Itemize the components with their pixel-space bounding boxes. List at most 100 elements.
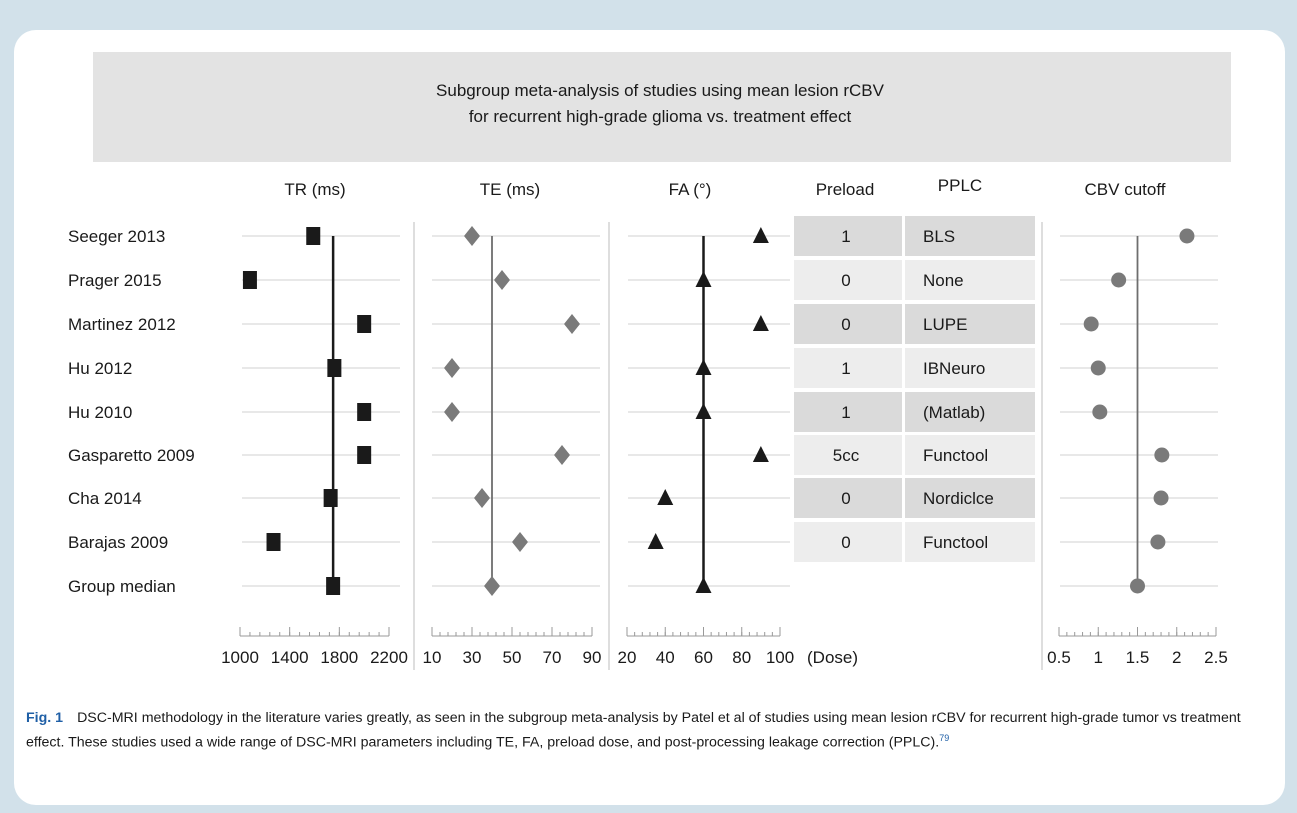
data-point-square <box>327 359 342 377</box>
preload-value: 0 <box>841 489 850 508</box>
data-point-triangle <box>695 271 712 287</box>
preload-value: 1 <box>841 227 850 246</box>
pplc-value: (Matlab) <box>923 403 985 422</box>
pplc-value: LUPE <box>923 315 967 334</box>
pplc-cell <box>905 216 1035 256</box>
data-point-square <box>242 271 257 289</box>
tick-label: 100 <box>766 648 794 667</box>
pplc-cell <box>905 304 1035 344</box>
study-label: Seeger 2013 <box>68 227 165 246</box>
title-box <box>93 52 1231 162</box>
tick-label: 0.5 <box>1047 648 1071 667</box>
tick-label: 90 <box>583 648 602 667</box>
data-point-square <box>323 489 338 507</box>
study-label: Hu 2010 <box>68 403 132 422</box>
panel-header: CBV cutoff <box>1085 180 1166 199</box>
study-label: Hu 2012 <box>68 359 132 378</box>
preload-cell <box>794 348 902 388</box>
tick-label: 1000 <box>221 648 259 667</box>
preload-value: 1 <box>841 403 850 422</box>
tick-label: 2.5 <box>1204 648 1228 667</box>
data-point-circle <box>1083 316 1099 332</box>
data-point-diamond <box>474 488 490 508</box>
data-point-circle <box>1179 228 1195 244</box>
figure-caption: Fig. 1 DSC-MRI methodology in the literat… <box>26 708 1271 753</box>
data-point-diamond <box>494 270 510 290</box>
data-point-square <box>326 577 341 595</box>
data-point-diamond <box>484 576 500 596</box>
data-point-square <box>357 403 372 421</box>
data-point-circle <box>1153 490 1169 506</box>
pplc-cell <box>905 348 1035 388</box>
pplc-value: Functool <box>923 533 988 552</box>
data-point-circle <box>1111 272 1127 288</box>
study-label: Prager 2015 <box>68 271 162 290</box>
study-label: Cha 2014 <box>68 489 142 508</box>
caption-reference: 79 <box>939 733 950 743</box>
data-point-circle <box>1154 447 1170 463</box>
pplc-cell <box>905 478 1035 518</box>
pplc-value: BLS <box>923 227 955 246</box>
tick-label: 70 <box>543 648 562 667</box>
table-header-preload: Preload <box>816 180 875 199</box>
data-point-triangle <box>752 227 769 243</box>
table-header-pplc: PPLC <box>938 176 982 195</box>
data-point-square <box>266 533 281 551</box>
tick-label: 1400 <box>271 648 309 667</box>
tick-label: 2200 <box>370 648 408 667</box>
caption-label: Fig. 1 <box>26 710 64 726</box>
pplc-cell <box>905 260 1035 300</box>
pplc-cell <box>905 392 1035 432</box>
preload-value: 0 <box>841 315 850 334</box>
data-point-circle <box>1090 360 1106 376</box>
data-point-diamond <box>444 358 460 378</box>
panel-header: TR (ms) <box>284 180 345 199</box>
tick-label: 40 <box>656 648 675 667</box>
data-point-diamond <box>464 226 480 246</box>
tick-label: 1 <box>1094 648 1103 667</box>
tick-label: 30 <box>463 648 482 667</box>
tick-label: 1800 <box>320 648 358 667</box>
panel-header: TE (ms) <box>480 180 540 199</box>
data-point-square <box>306 227 321 245</box>
preload-cell <box>794 392 902 432</box>
data-point-circle <box>1130 578 1145 594</box>
study-label: Group median <box>68 577 176 596</box>
data-point-diamond <box>564 314 580 334</box>
pplc-cell <box>905 435 1035 475</box>
preload-cell <box>794 260 902 300</box>
data-point-square <box>357 446 372 464</box>
data-point-circle <box>1092 404 1108 420</box>
pplc-value: None <box>923 271 964 290</box>
preload-cell <box>794 478 902 518</box>
pplc-value: IBNeuro <box>923 359 985 378</box>
data-point-triangle <box>752 446 769 462</box>
tick-label: 60 <box>694 648 713 667</box>
data-point-diamond <box>444 402 460 422</box>
study-label: Barajas 2009 <box>68 533 168 552</box>
study-label: Martinez 2012 <box>68 315 176 334</box>
preload-cell <box>794 435 902 475</box>
preload-cell <box>794 522 902 562</box>
preload-value: 0 <box>841 533 850 552</box>
forest-plot-chart: Subgroup meta-analysis of studies using … <box>68 52 1231 670</box>
data-point-triangle <box>657 489 674 505</box>
tick-label: 1.5 <box>1126 648 1150 667</box>
pplc-value: Nordiclce <box>923 489 994 508</box>
data-point-triangle <box>752 315 769 331</box>
tick-label: 20 <box>618 648 637 667</box>
tick-label: 80 <box>732 648 751 667</box>
data-point-triangle <box>647 533 664 549</box>
data-point-triangle <box>695 359 712 375</box>
preload-value: 1 <box>841 359 850 378</box>
tick-label: 2 <box>1172 648 1181 667</box>
preload-value: 0 <box>841 271 850 290</box>
study-label: Gasparetto 2009 <box>68 446 195 465</box>
pplc-value: Functool <box>923 446 988 465</box>
table-footer-dose: (Dose) <box>807 648 858 667</box>
caption-text: DSC-MRI methodology in the literature va… <box>26 710 1241 751</box>
preload-cell <box>794 216 902 256</box>
data-point-triangle <box>695 403 712 419</box>
data-point-square <box>357 315 372 333</box>
tick-label: 10 <box>423 648 442 667</box>
